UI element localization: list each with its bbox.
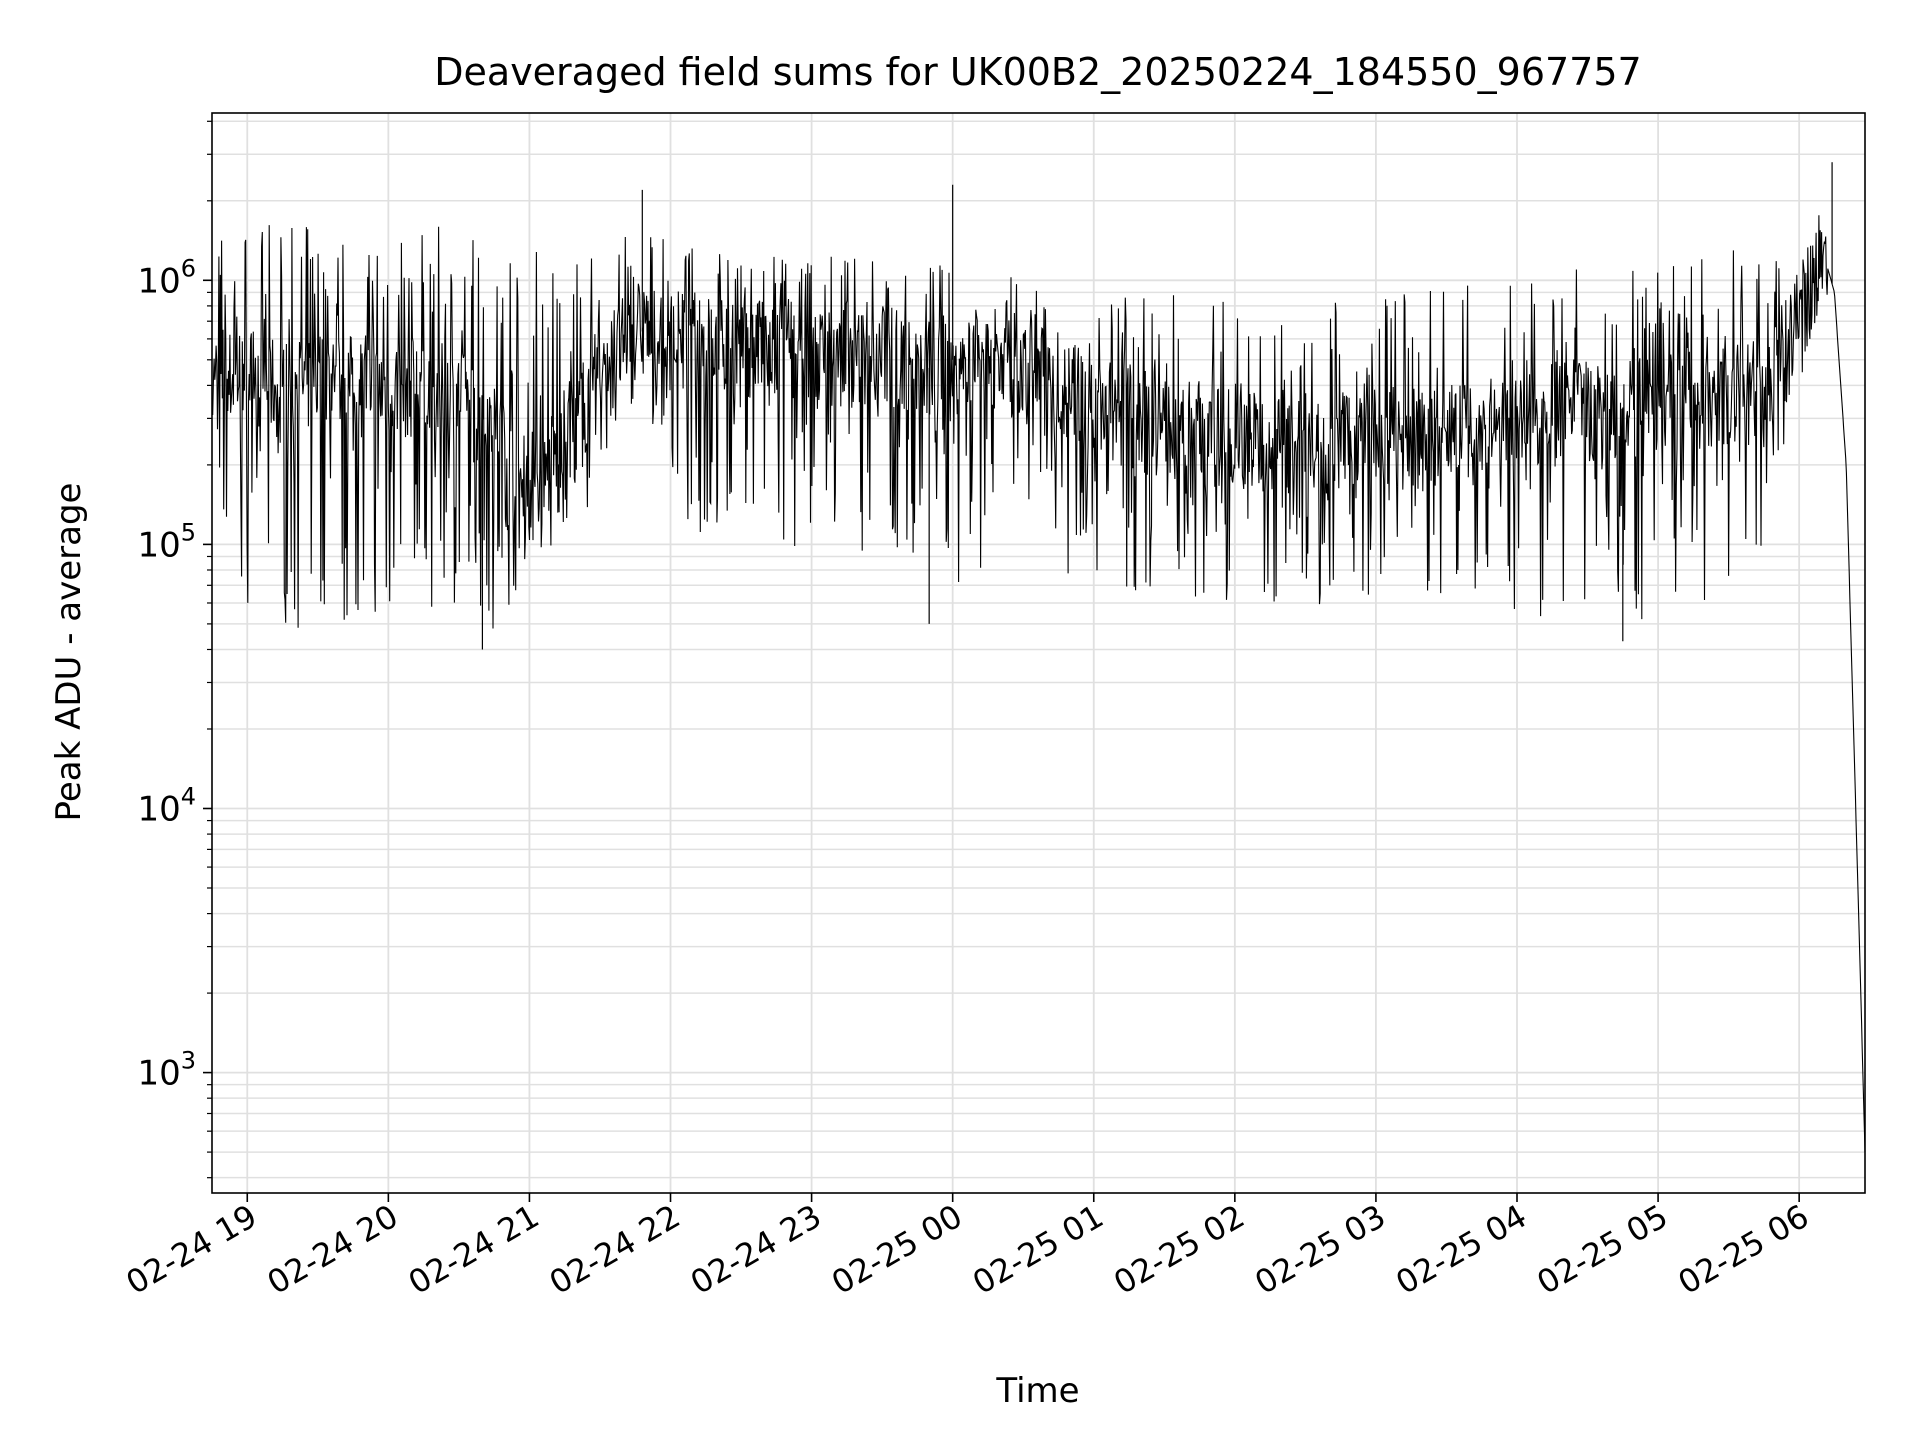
grid [212, 113, 1865, 1193]
x-tick-label: 02-25 03 [1248, 1197, 1392, 1302]
x-tick-label: 02-24 23 [684, 1197, 828, 1302]
x-tick-label: 02-24 22 [543, 1197, 687, 1302]
y-axis-label: Peak ADU - average [49, 483, 89, 822]
x-axis-label: Time [995, 1371, 1079, 1411]
y-tick-label: 105 [137, 518, 196, 565]
y-tick-label: 106 [137, 254, 196, 301]
y-tick-label: 103 [137, 1047, 196, 1094]
series-line [211, 215, 1866, 1153]
x-tick-label: 02-25 00 [825, 1197, 969, 1302]
y-tick-label: 104 [137, 782, 196, 829]
chart-title: Deaveraged field sums for UK00B2_2025022… [434, 50, 1641, 94]
x-tick-label: 02-25 06 [1672, 1197, 1816, 1302]
x-tick-label: 02-24 21 [402, 1197, 546, 1302]
series-layer [211, 162, 1866, 1153]
x-tick-label: 02-25 04 [1389, 1197, 1533, 1302]
plot-frame [211, 112, 1866, 1194]
x-tick-label: 02-24 20 [261, 1197, 405, 1302]
x-tick-label: 02-25 01 [966, 1197, 1110, 1302]
x-tick-label: 02-24 19 [120, 1197, 264, 1302]
y-axis: 103 104 105 106 [137, 120, 212, 1179]
x-tick-label: 02-25 05 [1530, 1197, 1674, 1302]
x-tick-label: 02-25 02 [1107, 1197, 1251, 1302]
